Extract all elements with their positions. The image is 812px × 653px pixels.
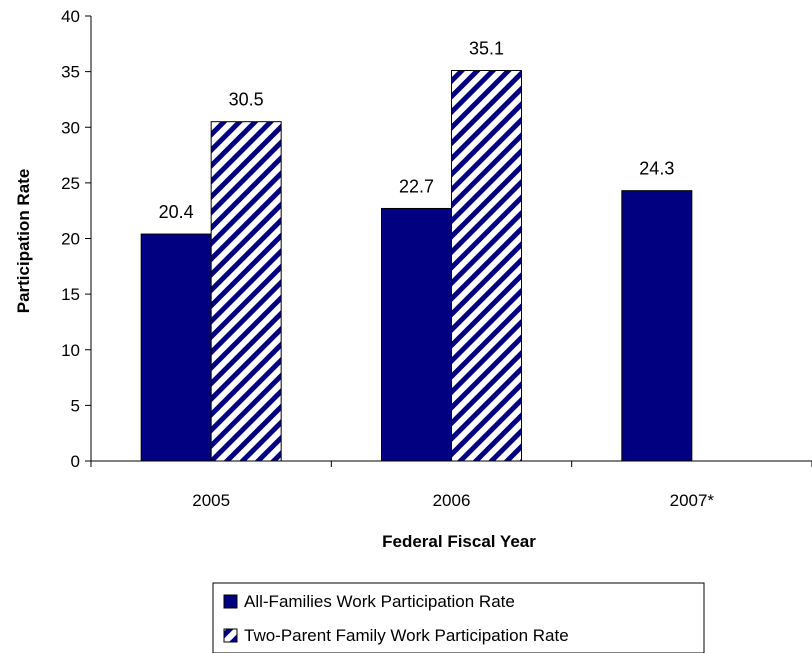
y-tick-label: 40 xyxy=(61,7,80,26)
y-tick-label: 30 xyxy=(61,118,80,137)
y-tick-label: 10 xyxy=(61,341,80,360)
data-label: 30.5 xyxy=(229,90,264,110)
legend: All-Families Work Participation Rate Two… xyxy=(212,582,705,653)
legend-box xyxy=(212,582,705,653)
y-axis-title: Participation Rate xyxy=(14,169,33,314)
bar-two-parent xyxy=(210,121,282,462)
data-label: 24.3 xyxy=(639,159,674,179)
legend-label-all-families: All-Families Work Participation Rate xyxy=(244,592,515,611)
bar-all-families xyxy=(140,233,212,462)
legend-swatch-two-parent xyxy=(223,628,238,643)
data-label: 20.4 xyxy=(159,202,194,222)
y-tick-label: 5 xyxy=(71,396,80,415)
data-label: 35.1 xyxy=(469,39,504,59)
legend-label-two-parent: Two-Parent Family Work Participation Rat… xyxy=(244,626,569,645)
x-tick-label: 2007* xyxy=(670,491,715,510)
x-tick-label: 2006 xyxy=(433,491,471,510)
bar-two-parent xyxy=(451,70,522,462)
bar-all-families xyxy=(621,190,693,462)
x-tick-label: 2005 xyxy=(192,491,230,510)
y-tick-label: 15 xyxy=(61,285,80,304)
x-axis-title: Federal Fiscal Year xyxy=(382,532,536,551)
legend-swatch-all-families xyxy=(223,594,238,609)
y-tick-label: 25 xyxy=(61,174,80,193)
y-tick-label: 35 xyxy=(61,63,80,82)
y-tick-label: 20 xyxy=(61,230,80,249)
data-label: 22.7 xyxy=(399,176,434,196)
bar-all-families xyxy=(381,207,452,462)
y-tick-label: 0 xyxy=(71,452,80,471)
